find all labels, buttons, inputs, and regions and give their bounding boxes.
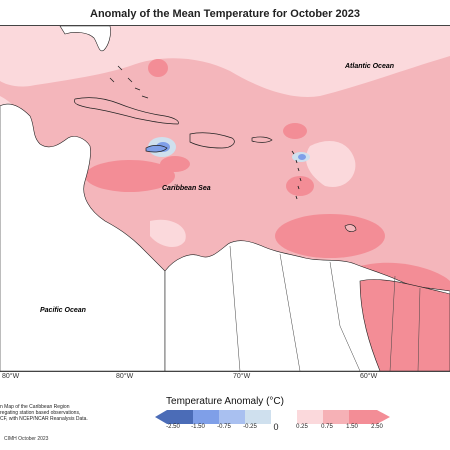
legend-tick: 0.75 (321, 424, 333, 430)
anomaly-map-svg (0, 26, 450, 371)
pacific-ocean-label: Pacific Ocean (40, 307, 86, 314)
longitude-label: 60°W (360, 373, 378, 380)
legend-arrow-left (155, 410, 167, 424)
legend-tick: -0.25 (243, 424, 257, 430)
caption-line: n Map of the Caribbean Region (0, 404, 70, 410)
caption-line: CF, with NCEP/NCAR Reanalysis Data. (0, 416, 88, 422)
legend-swatch (167, 410, 193, 424)
legend-colorbar (155, 410, 390, 424)
legend-title: Temperature Anomaly (°C) (166, 396, 284, 407)
legend-arrow-right (377, 410, 390, 424)
land-central-america (0, 103, 166, 371)
legend-swatch (297, 410, 323, 424)
anomaly-blob-caribbean (85, 160, 175, 192)
legend-tick: -0.75 (217, 424, 231, 430)
map-title: Anomaly of the Mean Temperature for Octo… (90, 8, 360, 20)
anomaly-blob-puerto-rico (283, 123, 307, 139)
anomaly-blob-cuba (148, 59, 168, 77)
caribbean-sea-label: Caribbean Sea (162, 185, 211, 192)
legend-swatch (245, 410, 271, 424)
atlantic-ocean-label: Atlantic Ocean (345, 63, 395, 70)
land-north-america (59, 26, 111, 52)
longitude-label: 80°W (116, 373, 134, 380)
legend-swatch (219, 410, 245, 424)
country-borders (229, 245, 421, 371)
legend-tick: 2.50 (371, 424, 383, 430)
longitude-label: 80°W (2, 373, 20, 380)
caption-line: regating station based observations, (0, 410, 81, 416)
anomaly-blob-colombia (275, 214, 385, 258)
legend-swatch (193, 410, 219, 424)
land-trinidad (344, 224, 357, 232)
legend-tick: 1.50 (346, 424, 358, 430)
land-lesser-antilles (291, 150, 302, 200)
legend-swatch (271, 410, 297, 424)
anomaly-field-light-east (305, 141, 356, 187)
anomaly-negative-pr-core (298, 154, 306, 160)
land-jamaica (145, 145, 168, 153)
anomaly-field-light-panama (150, 219, 186, 248)
land-guianas (359, 279, 450, 371)
legend-swatch (349, 410, 377, 424)
land-bahamas (109, 65, 149, 99)
legend-swatch (323, 410, 349, 424)
legend-tick: -1.50 (191, 424, 205, 430)
longitude-label: 70°W (233, 373, 251, 380)
map-caption: n Map of the Caribbean Region regating s… (0, 404, 110, 422)
land-puerto-rico (251, 136, 273, 143)
legend-tick: 0.25 (296, 424, 308, 430)
credit-text: CIMH October 2023 (4, 436, 49, 442)
legend-tick: 0 (273, 422, 279, 432)
anomaly-map (0, 25, 450, 372)
legend-tick: -2.50 (166, 424, 180, 430)
anomaly-field-light-north (0, 26, 450, 97)
anomaly-blob-jamaica (160, 156, 190, 172)
land-hispaniola (189, 132, 235, 149)
anomaly-blob-windward (286, 176, 314, 196)
land-cuba (74, 97, 179, 125)
